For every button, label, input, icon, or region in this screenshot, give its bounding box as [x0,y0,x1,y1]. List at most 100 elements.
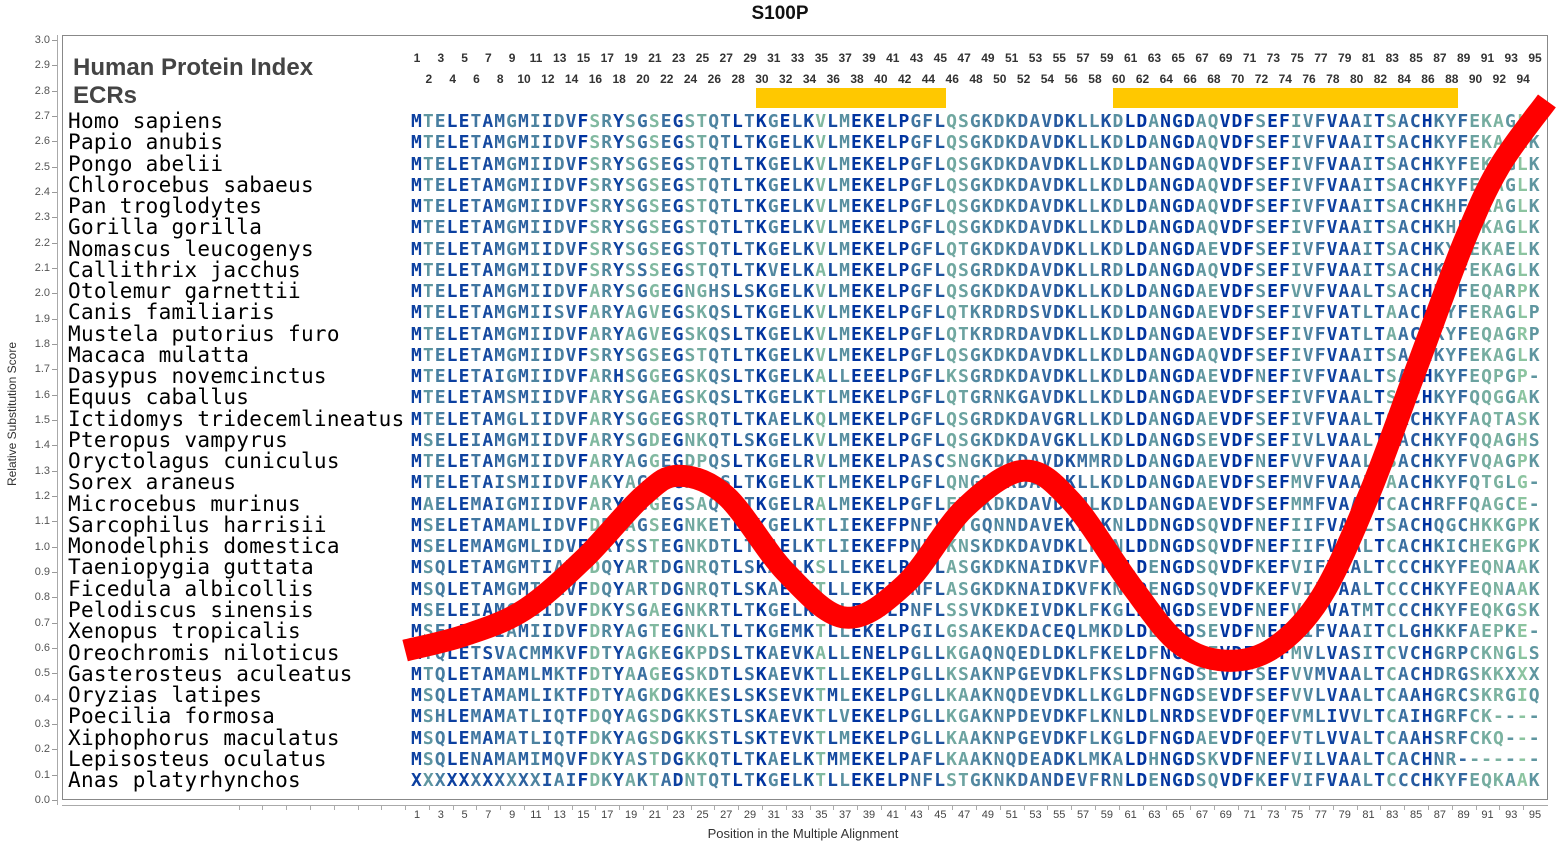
residue: S [743,706,756,728]
residue: G [672,748,685,770]
residue: K [696,387,709,409]
residue: V [1326,748,1339,770]
residue: K [1433,132,1446,154]
position-label: 29 [743,51,757,65]
residue: L [791,259,804,281]
sequence: XXXXXXXXXXXIAIFDKYAKTADNTQTLTKGELKTLLEKE… [411,770,1541,791]
residue: R [981,408,994,430]
residue: D [1136,238,1149,260]
residue: E [1267,706,1280,728]
residue: K [755,408,768,430]
residue: Y [613,429,626,451]
residue: A [1397,408,1410,430]
sequence: MTELETAMGMIIDVFSRYSGSEGSTQTLTKGELKVLMEKE… [411,239,1541,260]
residue: V [1326,493,1339,515]
residue: G [672,387,685,409]
residue: L [1088,174,1101,196]
residue: S [957,132,970,154]
residue: K [684,685,697,707]
residue: G [1504,302,1517,324]
x-tick [1071,805,1073,810]
residue: H [1421,344,1434,366]
residue: D [1053,599,1065,621]
residue: K [1100,323,1113,345]
residue: V [815,429,828,451]
residue: M [494,344,507,366]
residue: L [791,451,804,473]
residue: L [1124,493,1137,515]
residue: D [1136,302,1149,324]
residue: K [803,578,816,600]
residue: M [518,514,530,536]
residue: K [1100,578,1113,600]
residue: N [910,770,923,792]
residue: Q [708,302,721,324]
residue: D [1136,536,1149,558]
residue: Q [708,451,721,473]
residue: S [1255,387,1268,409]
residue: K [1528,514,1541,536]
position-label: 63 [1147,51,1162,65]
residue: G [506,153,519,175]
sequence: MTELETAMGMIIDVFSRYSGSEGSTQTLTKGELKVLMEKE… [411,175,1541,196]
residue: M [518,748,530,770]
residue: D [1053,748,1065,770]
residue: Y [1445,408,1458,430]
residue: D [1433,663,1446,685]
residue: D [1136,153,1149,175]
residue: A [625,578,637,600]
residue: I [541,514,554,536]
residue: D [1053,706,1065,728]
residue: I [1290,217,1303,239]
residue: Q [946,302,958,324]
residue: V [1302,281,1315,303]
residue: L [791,217,804,239]
residue: C [1409,111,1422,132]
residue: F [1088,642,1101,664]
x-tick-label: 95 [1528,809,1542,821]
species-name: Lepisosteus oculatus [68,746,327,771]
residue: F [1457,621,1470,643]
residue: L [827,642,840,664]
residue: L [791,472,804,494]
residue: L [886,366,899,388]
residue: T [720,429,733,451]
residue: T [1374,174,1387,196]
residue: K [1100,238,1113,260]
residue: A [506,727,519,749]
residue: L [827,663,840,685]
residue: T [470,557,483,579]
residue: K [1528,770,1541,792]
residue: G [1433,706,1446,728]
residue: T [743,387,756,409]
sequence: MSELETAIAMIIDVFDRYAGTEGNKLTLTKGEMKTLLEKE… [411,621,1541,642]
residue: D [1183,642,1196,664]
residue: L [1516,196,1529,218]
position-label: 13 [553,51,567,65]
residue: K [1433,770,1446,792]
residue: R [1445,663,1458,685]
residue: H [1421,408,1434,430]
y-tick [52,521,57,523]
residue: N [1160,281,1172,303]
residue: T [422,132,435,154]
residue: G [969,174,982,196]
residue: T [696,259,709,281]
residue: F [1457,111,1470,132]
residue: Q [708,408,721,430]
residue: S [1386,281,1398,303]
residue: Q [981,642,994,664]
residue: F [1457,408,1470,430]
residue: K [862,770,875,792]
residue: E [458,748,471,770]
residue: I [1409,706,1422,728]
residue: E [660,111,673,132]
residue: K [1100,706,1113,728]
residue: Q [708,259,721,281]
residue: D [993,111,1006,132]
residue: V [1290,663,1303,685]
y-tick [52,65,57,67]
residue: K [1493,663,1505,685]
position-label: 85 [1409,51,1423,65]
residue: A [1338,366,1351,388]
